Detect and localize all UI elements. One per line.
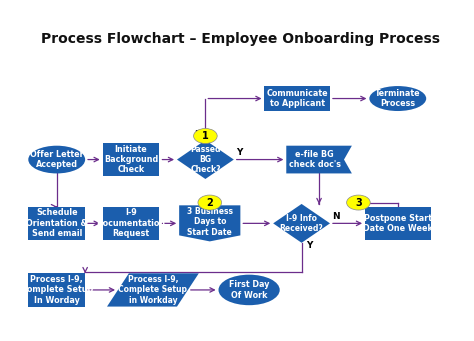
Ellipse shape — [369, 86, 426, 111]
Polygon shape — [179, 205, 240, 241]
Circle shape — [193, 129, 217, 144]
Text: N: N — [194, 130, 202, 139]
Text: 3 Business
Days to
Start Date: 3 Business Days to Start Date — [187, 207, 233, 237]
Text: Y: Y — [306, 241, 312, 250]
Text: Process I-9,
Complete Setup
in Workday: Process I-9, Complete Setup in Workday — [118, 275, 187, 305]
Circle shape — [346, 195, 370, 210]
Text: 1: 1 — [202, 131, 209, 141]
Title: Process Flowchart – Employee Onboarding Process: Process Flowchart – Employee Onboarding … — [41, 32, 440, 46]
Ellipse shape — [28, 146, 85, 174]
Polygon shape — [107, 273, 199, 307]
Text: First Day
Of Work: First Day Of Work — [229, 280, 269, 300]
Text: Postpone Start
Date One Week: Postpone Start Date One Week — [363, 214, 433, 233]
Text: e-file BG
check doc's: e-file BG check doc's — [289, 150, 341, 169]
Text: Initiate
Background
Check: Initiate Background Check — [104, 145, 158, 175]
FancyBboxPatch shape — [103, 207, 159, 240]
Text: Y: Y — [236, 148, 242, 158]
Polygon shape — [273, 204, 330, 243]
Polygon shape — [286, 146, 352, 174]
Text: Passed
BG
Check?: Passed BG Check? — [190, 145, 220, 175]
Text: I-9 Info
Received?: I-9 Info Received? — [280, 214, 323, 233]
Text: Offer Letter
Accepted: Offer Letter Accepted — [30, 150, 83, 169]
Text: N: N — [332, 212, 340, 221]
Text: 3: 3 — [355, 197, 362, 208]
Text: Terminate
Process: Terminate Process — [375, 89, 420, 108]
FancyBboxPatch shape — [365, 207, 430, 240]
Text: Communicate
to Applicant: Communicate to Applicant — [266, 89, 328, 108]
Text: I-9
Documentation
Request: I-9 Documentation Request — [97, 208, 165, 238]
FancyBboxPatch shape — [264, 86, 330, 111]
FancyBboxPatch shape — [28, 207, 85, 240]
Text: 2: 2 — [206, 197, 213, 208]
Text: Process I-9,
Complete Setup
In Worday: Process I-9, Complete Setup In Worday — [20, 275, 93, 305]
FancyBboxPatch shape — [28, 273, 85, 307]
Ellipse shape — [219, 275, 280, 305]
Polygon shape — [177, 140, 234, 179]
Text: Schedule
Orientation &
Send email: Schedule Orientation & Send email — [26, 208, 88, 238]
Circle shape — [198, 195, 221, 210]
FancyBboxPatch shape — [103, 143, 159, 176]
